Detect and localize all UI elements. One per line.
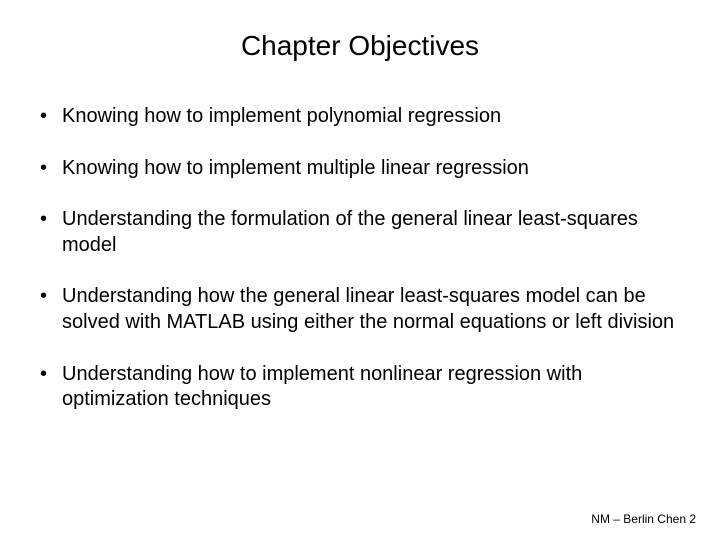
slide-title: Chapter Objectives	[36, 30, 684, 62]
bullet-item: Knowing how to implement polynomial regr…	[36, 104, 684, 130]
bullet-item: Understanding the formulation of the gen…	[36, 207, 684, 258]
slide-footer: NM – Berlin Chen 2	[591, 512, 696, 526]
bullet-item: Knowing how to implement multiple linear…	[36, 156, 684, 182]
bullet-list: Knowing how to implement polynomial regr…	[36, 104, 684, 413]
bullet-item: Understanding how to implement nonlinear…	[36, 362, 684, 413]
slide-container: Chapter Objectives Knowing how to implem…	[0, 0, 720, 540]
bullet-item: Understanding how the general linear lea…	[36, 284, 684, 335]
